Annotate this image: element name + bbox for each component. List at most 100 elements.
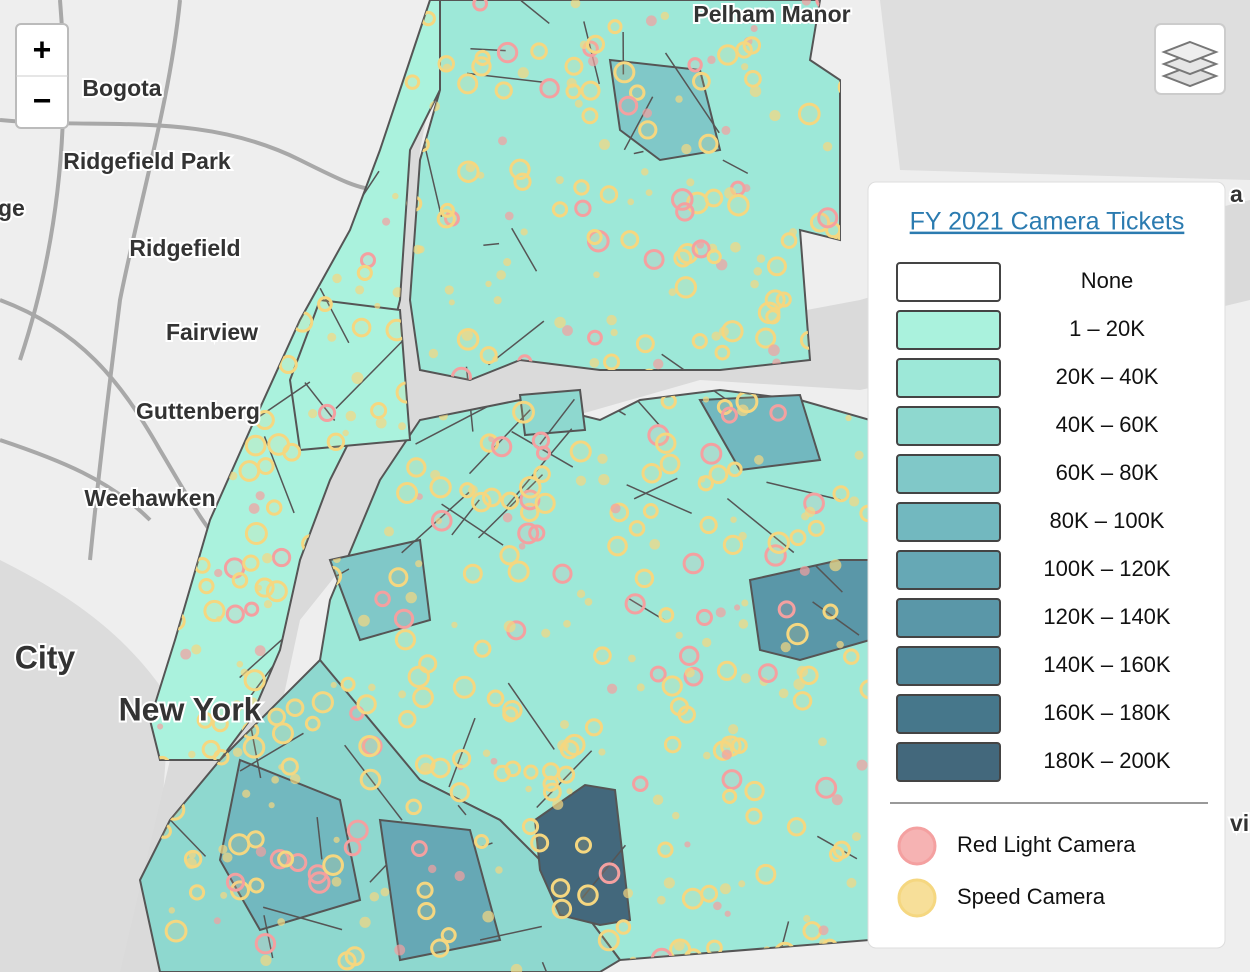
camera-marker	[254, 577, 275, 598]
camera-marker	[430, 509, 453, 532]
camera-marker	[599, 185, 619, 204]
camera-marker	[598, 862, 621, 885]
district-border	[541, 961, 565, 972]
camera-marker	[502, 706, 519, 723]
camera-marker	[799, 665, 819, 686]
camera-marker	[465, 162, 476, 173]
legend-label: Red Light Camera	[957, 832, 1136, 857]
camera-marker	[428, 864, 437, 874]
camera-marker	[731, 737, 748, 754]
camera-marker	[541, 628, 551, 638]
camera-marker	[563, 620, 571, 628]
camera-marker	[584, 597, 593, 606]
camera-marker	[551, 201, 569, 218]
camera-marker	[228, 471, 238, 481]
camera-marker	[714, 344, 731, 361]
camera-marker	[660, 11, 670, 21]
camera-marker	[828, 846, 845, 863]
camera-marker	[691, 71, 711, 91]
camera-marker	[542, 762, 560, 781]
district-border	[812, 601, 860, 636]
camera-marker	[246, 830, 265, 849]
camera-marker	[691, 333, 708, 350]
camera-marker	[786, 817, 807, 837]
camera-marker	[430, 757, 451, 779]
camera-marker	[755, 327, 777, 349]
camera-marker	[211, 715, 229, 733]
camera-marker	[504, 760, 522, 778]
zoom-in-button[interactable]: +	[33, 31, 52, 67]
camera-marker	[724, 187, 737, 199]
camera-marker	[244, 434, 267, 457]
camera-marker	[652, 794, 664, 805]
legend-title[interactable]: FY 2021 Camera Tickets	[910, 208, 1185, 236]
camera-marker	[517, 522, 540, 545]
camera-marker	[534, 492, 556, 514]
camera-marker	[517, 67, 529, 79]
camera-marker	[657, 841, 674, 858]
camera-marker	[398, 690, 407, 699]
camera-marker	[503, 258, 512, 267]
district-border	[415, 402, 495, 445]
camera-marker	[698, 133, 719, 154]
camera-marker	[767, 531, 790, 554]
camera-marker	[479, 346, 498, 365]
camera-marker	[430, 469, 441, 481]
legend-marker	[897, 826, 937, 866]
camera-marker	[564, 56, 584, 76]
camera-marker	[180, 648, 192, 660]
camera-marker	[502, 512, 513, 523]
legend-label: 180K – 200K	[1043, 748, 1171, 773]
camera-marker	[457, 160, 480, 183]
district-border	[441, 503, 504, 546]
camera-marker	[503, 620, 516, 633]
camera-marker	[627, 198, 635, 206]
camera-marker	[673, 248, 693, 268]
camera-marker	[704, 188, 724, 208]
camera-marker	[477, 171, 485, 179]
camera-marker	[562, 325, 573, 336]
legend-label: 160K – 180K	[1043, 700, 1171, 725]
camera-marker	[661, 675, 683, 697]
zoom-out-button[interactable]: −	[33, 82, 52, 118]
camera-marker	[359, 252, 377, 269]
camera-marker	[454, 870, 465, 882]
camera-marker	[462, 563, 483, 584]
camera-marker	[715, 607, 726, 618]
layers-icon	[1161, 40, 1219, 64]
camera-marker	[707, 55, 716, 65]
layers-button[interactable]	[1154, 23, 1226, 95]
camera-marker	[213, 917, 221, 925]
camera-marker	[244, 522, 268, 546]
camera-marker	[311, 691, 334, 714]
camera-marker	[675, 631, 683, 640]
camera-marker	[496, 41, 519, 64]
camera-marker	[248, 503, 260, 514]
district-border	[423, 141, 443, 218]
camera-marker	[789, 529, 807, 547]
camera-marker	[574, 836, 593, 854]
camera-marker	[681, 143, 692, 155]
camera-marker	[738, 880, 746, 888]
camera-marker	[509, 158, 531, 181]
camera-marker	[699, 515, 718, 535]
camera-marker	[521, 818, 540, 836]
camera-marker	[262, 552, 273, 564]
camera-marker	[167, 705, 175, 713]
camera-marker	[687, 57, 703, 73]
camera-marker	[670, 188, 694, 211]
camera-marker	[238, 460, 261, 482]
legend-label: 60K – 80K	[1056, 460, 1159, 485]
camera-marker	[574, 199, 592, 217]
camera-marker	[653, 358, 664, 370]
camera-marker	[332, 273, 342, 284]
legend-swatch	[896, 454, 1001, 494]
camera-marker	[518, 542, 526, 550]
water	[0, 560, 170, 972]
camera-marker	[225, 872, 245, 892]
camera-marker	[849, 496, 860, 507]
camera-marker	[504, 211, 514, 221]
place-label: City	[15, 639, 76, 675]
district	[378, 818, 502, 962]
